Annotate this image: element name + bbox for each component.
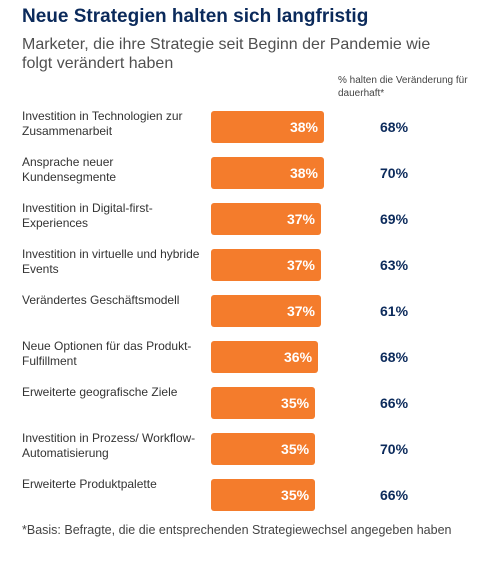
- bar-value-label: 35%: [281, 441, 310, 457]
- permanent-percentage: 68%: [380, 349, 409, 365]
- bar-value-label: 37%: [286, 257, 316, 273]
- bar: 36%: [211, 341, 319, 373]
- bar: 35%: [211, 387, 316, 419]
- bar-value-label: 35%: [281, 395, 310, 411]
- footnote: *Basis: Befragte, die die entsprechenden…: [22, 523, 452, 537]
- category-label: Erweiterte Produktpalette: [22, 477, 157, 491]
- bar-row: Verändertes Geschäftsmodell 37% 61%: [0, 293, 495, 329]
- bar: 38%: [211, 157, 324, 189]
- permanent-percentage: 61%: [380, 303, 409, 319]
- bar: 35%: [211, 433, 316, 465]
- category-label: Investition in Technologien zur Zusammen…: [22, 109, 183, 138]
- bar-row: Erweiterte Produktpalette 35% 66%: [0, 477, 495, 513]
- permanent-percentage: 66%: [380, 395, 409, 411]
- bar-value-label: 38%: [289, 119, 318, 135]
- bar-row: Investition in Technologien zur Zusammen…: [0, 109, 495, 145]
- category-label: Verändertes Geschäftsmodell: [22, 293, 180, 307]
- bar-value-label: 37%: [286, 303, 316, 319]
- permanent-percentage: 63%: [380, 257, 409, 273]
- bar-row: Investition in Digital-first-Experiences…: [0, 201, 495, 237]
- permanent-percentage: 70%: [380, 441, 409, 457]
- bar-row: Ansprache neuer Kundensegmente 38% 70%: [0, 155, 495, 191]
- bar-value-label: 38%: [289, 165, 318, 181]
- bar: 35%: [211, 479, 316, 511]
- bar-row: Investition in Prozess/ Workflow-Automat…: [0, 431, 495, 467]
- bar-value-label: 36%: [284, 349, 313, 365]
- bar: 38%: [211, 111, 324, 143]
- permanent-percentage: 66%: [380, 487, 409, 503]
- bar: 37%: [211, 295, 322, 327]
- permanent-percentage: 68%: [380, 119, 409, 135]
- permanent-percentage: 69%: [380, 211, 409, 227]
- permanent-column-header: % halten die Veränderung für dauerhaft*: [338, 75, 468, 99]
- category-label: Investition in Digital-first-Experiences: [22, 201, 153, 230]
- category-label: Erweiterte geografische Ziele: [22, 385, 178, 399]
- bar-row: Erweiterte geografische Ziele 35% 66%: [0, 385, 495, 421]
- bar-value-label: 37%: [286, 211, 316, 227]
- bar: 37%: [211, 249, 322, 281]
- category-label: Investition in virtuelle und hybride Eve…: [22, 247, 200, 276]
- category-label: Ansprache neuer Kundensegmente: [22, 155, 117, 184]
- category-label: Neue Optionen für das Produkt-Fulfillmen…: [22, 339, 192, 368]
- category-label: Investition in Prozess/ Workflow-Automat…: [22, 431, 196, 460]
- bar-row: Investition in virtuelle und hybride Eve…: [0, 247, 495, 283]
- chart-title: Neue Strategien halten sich langfristig: [22, 6, 369, 27]
- bar-value-label: 35%: [281, 487, 310, 503]
- chart-subtitle: Marketer, die ihre Strategie seit Beginn…: [22, 36, 431, 72]
- permanent-percentage: 70%: [380, 165, 409, 181]
- bar-row: Neue Optionen für das Produkt-Fulfillmen…: [0, 339, 495, 375]
- bar: 37%: [211, 203, 322, 235]
